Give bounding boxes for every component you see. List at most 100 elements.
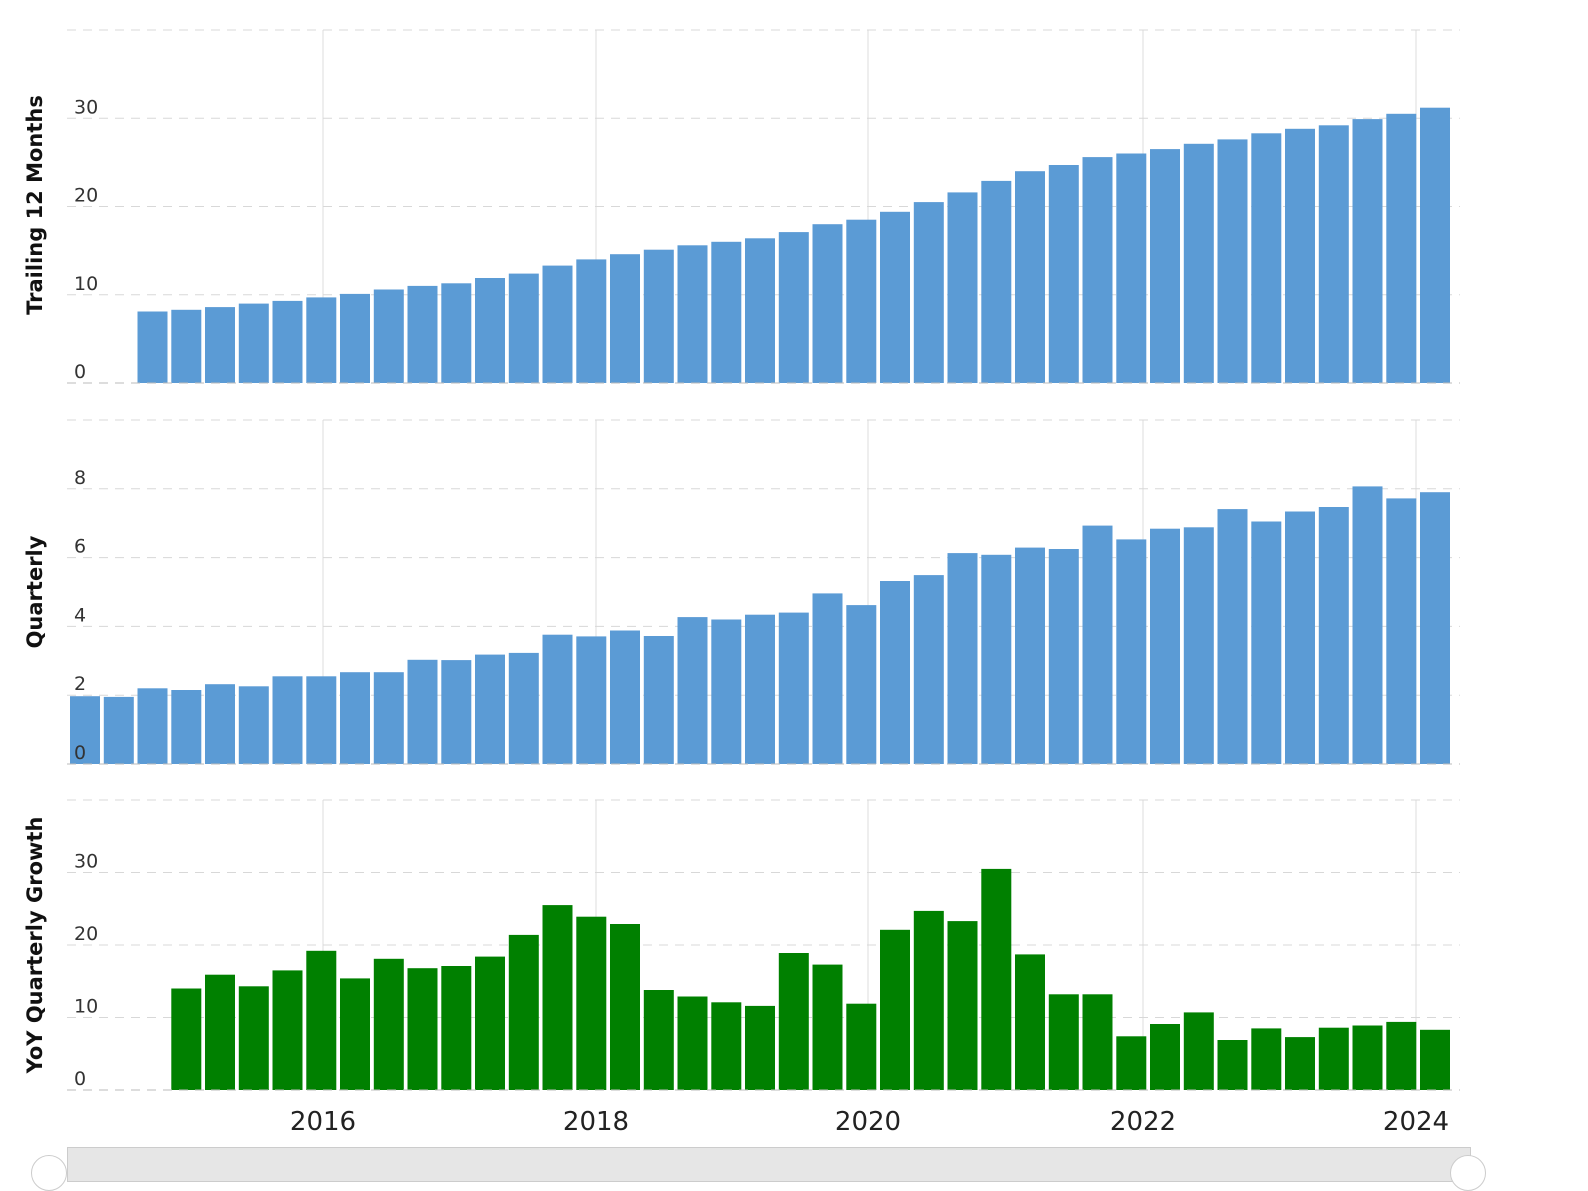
bar[interactable] — [306, 676, 337, 764]
bar[interactable] — [1082, 994, 1113, 1090]
bar[interactable] — [306, 297, 337, 383]
bar[interactable] — [1150, 149, 1180, 383]
bar[interactable] — [1420, 1029, 1450, 1090]
bar[interactable] — [947, 192, 978, 383]
bar[interactable] — [913, 202, 944, 383]
bar[interactable] — [677, 617, 708, 764]
bar[interactable] — [542, 634, 573, 764]
bar[interactable] — [677, 245, 708, 383]
bar[interactable] — [1352, 1025, 1383, 1091]
bar[interactable] — [1048, 994, 1079, 1090]
bar[interactable] — [1150, 1024, 1180, 1090]
bar[interactable] — [1015, 954, 1045, 1090]
bar[interactable] — [205, 684, 235, 764]
navigator-right-handle[interactable] — [1450, 1155, 1486, 1191]
bar[interactable] — [272, 676, 303, 764]
bar[interactable] — [407, 968, 438, 1090]
bar[interactable] — [1015, 547, 1045, 764]
bar[interactable] — [745, 614, 775, 764]
bar[interactable] — [508, 273, 539, 383]
bar[interactable] — [1150, 528, 1180, 764]
bar[interactable] — [576, 916, 607, 1090]
bar[interactable] — [1352, 486, 1383, 764]
bar[interactable] — [407, 285, 438, 383]
bar[interactable] — [643, 636, 674, 764]
bar[interactable] — [711, 1002, 742, 1090]
bar[interactable] — [103, 696, 134, 764]
bar[interactable] — [880, 929, 910, 1090]
bar[interactable] — [1116, 1036, 1147, 1090]
bar[interactable] — [1048, 165, 1079, 383]
bar[interactable] — [205, 307, 235, 383]
bar[interactable] — [1285, 511, 1315, 765]
bar[interactable] — [1318, 125, 1349, 384]
bar[interactable] — [171, 690, 202, 764]
bar[interactable] — [1386, 113, 1417, 384]
bar[interactable] — [812, 224, 843, 383]
bar[interactable] — [913, 575, 944, 764]
bar[interactable] — [238, 686, 269, 764]
bar[interactable] — [778, 612, 809, 764]
bar[interactable] — [981, 868, 1012, 1090]
bar[interactable] — [407, 659, 438, 764]
bar[interactable] — [1420, 107, 1450, 383]
bar[interactable] — [137, 311, 168, 384]
bar[interactable] — [711, 619, 742, 765]
bar[interactable] — [576, 636, 607, 764]
bar[interactable] — [947, 921, 978, 1090]
bar[interactable] — [711, 241, 742, 383]
bar[interactable] — [272, 970, 303, 1090]
bar[interactable] — [1082, 157, 1113, 383]
bar[interactable] — [1251, 521, 1282, 765]
bar[interactable] — [373, 672, 404, 764]
bar[interactable] — [475, 278, 505, 383]
bar[interactable] — [778, 953, 809, 1090]
bar[interactable] — [1217, 509, 1248, 764]
bar[interactable] — [880, 581, 910, 764]
bar[interactable] — [171, 988, 202, 1091]
bar[interactable] — [880, 211, 910, 383]
bar[interactable] — [1251, 133, 1282, 383]
bar[interactable] — [1318, 1027, 1349, 1090]
bar[interactable] — [1285, 128, 1315, 383]
bar[interactable] — [1015, 171, 1045, 383]
bar[interactable] — [846, 605, 877, 764]
bar[interactable] — [947, 553, 978, 764]
bar[interactable] — [508, 934, 539, 1090]
bar[interactable] — [1217, 1040, 1248, 1090]
bar[interactable] — [610, 924, 640, 1090]
bar[interactable] — [1183, 143, 1214, 383]
bar[interactable] — [610, 254, 640, 383]
bar[interactable] — [1048, 549, 1079, 764]
bar[interactable] — [373, 289, 404, 384]
bar[interactable] — [205, 974, 235, 1090]
bar[interactable] — [1251, 1028, 1282, 1090]
bar[interactable] — [137, 688, 168, 764]
bar[interactable] — [643, 249, 674, 383]
bar[interactable] — [1183, 527, 1214, 764]
bar[interactable] — [340, 978, 370, 1090]
bar[interactable] — [812, 593, 843, 764]
bar[interactable] — [1352, 119, 1383, 383]
bar[interactable] — [441, 283, 472, 383]
bar[interactable] — [1217, 139, 1248, 383]
bar[interactable] — [373, 958, 404, 1090]
bar[interactable] — [475, 654, 505, 764]
bar[interactable] — [846, 219, 877, 383]
bar[interactable] — [441, 966, 472, 1090]
bar[interactable] — [1116, 539, 1147, 764]
bar[interactable] — [1183, 1012, 1214, 1090]
bar[interactable] — [1386, 1021, 1417, 1090]
bar[interactable] — [778, 232, 809, 383]
bar[interactable] — [1386, 498, 1417, 764]
bar[interactable] — [1420, 492, 1450, 764]
navigator-scrollbar[interactable] — [67, 1147, 1471, 1182]
bar[interactable] — [542, 265, 573, 383]
bar[interactable] — [745, 238, 775, 383]
bar[interactable] — [171, 309, 202, 383]
bar[interactable] — [846, 1003, 877, 1090]
bar[interactable] — [306, 950, 337, 1090]
bar[interactable] — [981, 554, 1012, 764]
bar[interactable] — [913, 910, 944, 1090]
bar[interactable] — [70, 696, 100, 764]
